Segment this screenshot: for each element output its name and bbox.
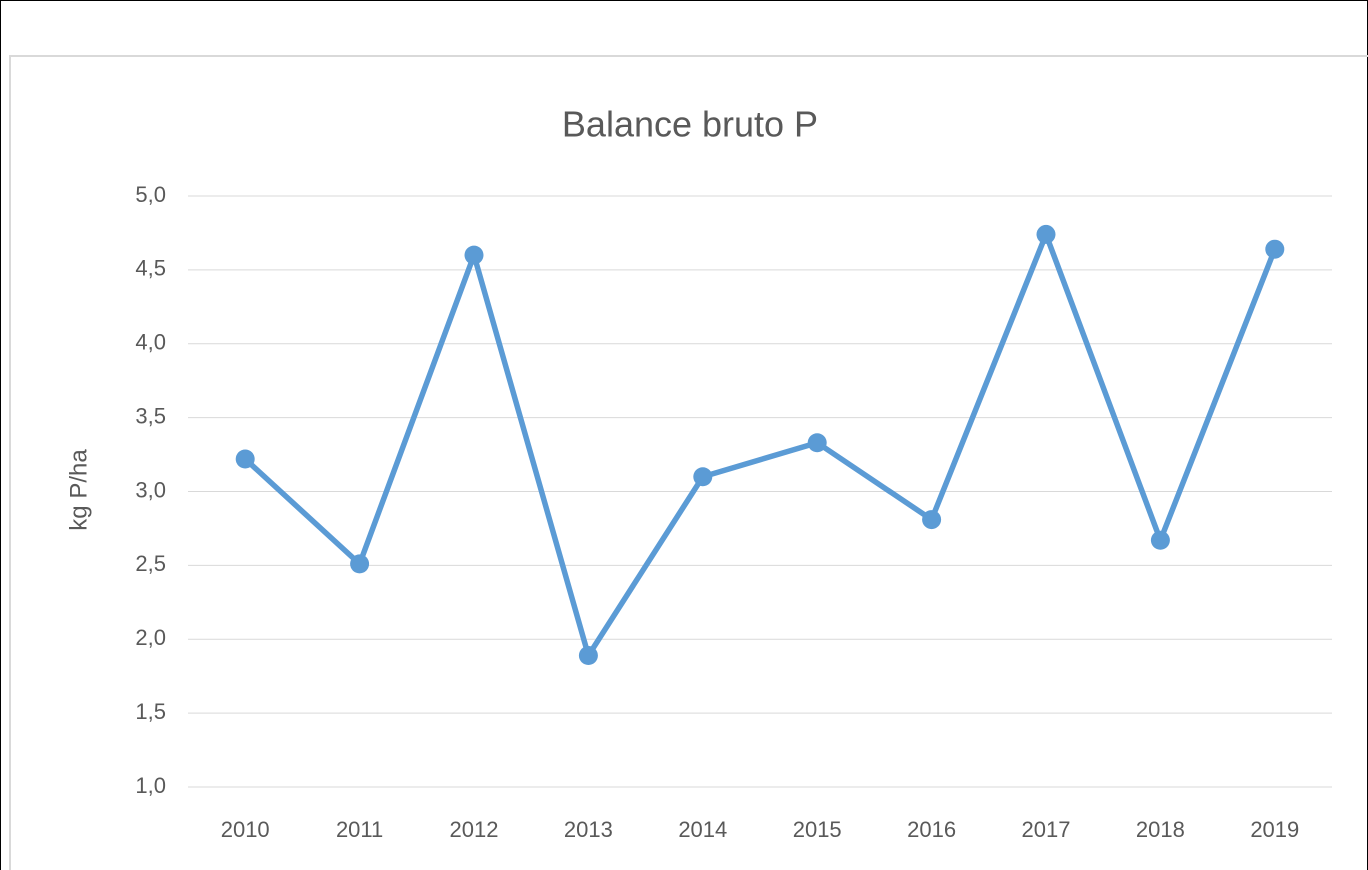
y-tick-label: 2,5 xyxy=(135,551,166,576)
marker xyxy=(693,467,713,487)
marker xyxy=(922,510,942,530)
x-tick-label: 2017 xyxy=(1022,817,1071,842)
x-tick-label: 2019 xyxy=(1250,817,1299,842)
line xyxy=(243,231,1278,659)
x-tick-label: 2012 xyxy=(450,817,499,842)
x-tick-label: 2011 xyxy=(336,817,383,842)
y-tick-label: 3,5 xyxy=(135,403,166,428)
y-tick-label: 4,0 xyxy=(135,330,166,355)
x-tick-label: 2014 xyxy=(678,817,727,842)
marker xyxy=(235,449,255,469)
x-tick-label: 2010 xyxy=(221,817,270,842)
y-axis-label: kg P/ha xyxy=(65,449,92,531)
marker xyxy=(1150,530,1170,550)
y-tick-label: 1,5 xyxy=(135,699,166,724)
x-tick-label: 2016 xyxy=(907,817,956,842)
y-tick-label: 1,0 xyxy=(135,773,166,798)
marker xyxy=(578,646,598,666)
y-tick-label: 3,0 xyxy=(135,477,166,502)
marker xyxy=(1036,224,1056,244)
marker xyxy=(350,554,370,574)
x-tick-label: 2013 xyxy=(564,817,613,842)
x-tick-label: 2018 xyxy=(1136,817,1185,842)
grid xyxy=(188,195,1332,788)
y-tick-label: 5,0 xyxy=(135,182,166,207)
marker xyxy=(807,433,827,453)
y-tick-label: 2,0 xyxy=(135,625,166,650)
chart-frame xyxy=(9,55,1368,870)
y-tick-label: 4,5 xyxy=(135,256,166,281)
marker xyxy=(464,245,484,265)
chart-title: Balance bruto P xyxy=(562,104,818,145)
plot xyxy=(235,224,1285,666)
x-tick-label: 2015 xyxy=(793,817,842,842)
marker xyxy=(1265,239,1285,259)
